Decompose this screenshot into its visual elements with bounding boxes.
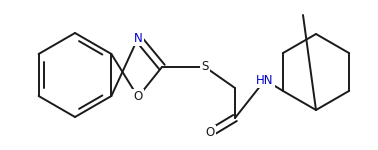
Text: O: O (205, 126, 215, 140)
Text: N: N (134, 32, 143, 45)
Text: S: S (201, 60, 209, 74)
Text: HN: HN (256, 74, 274, 87)
Text: O: O (133, 90, 143, 104)
